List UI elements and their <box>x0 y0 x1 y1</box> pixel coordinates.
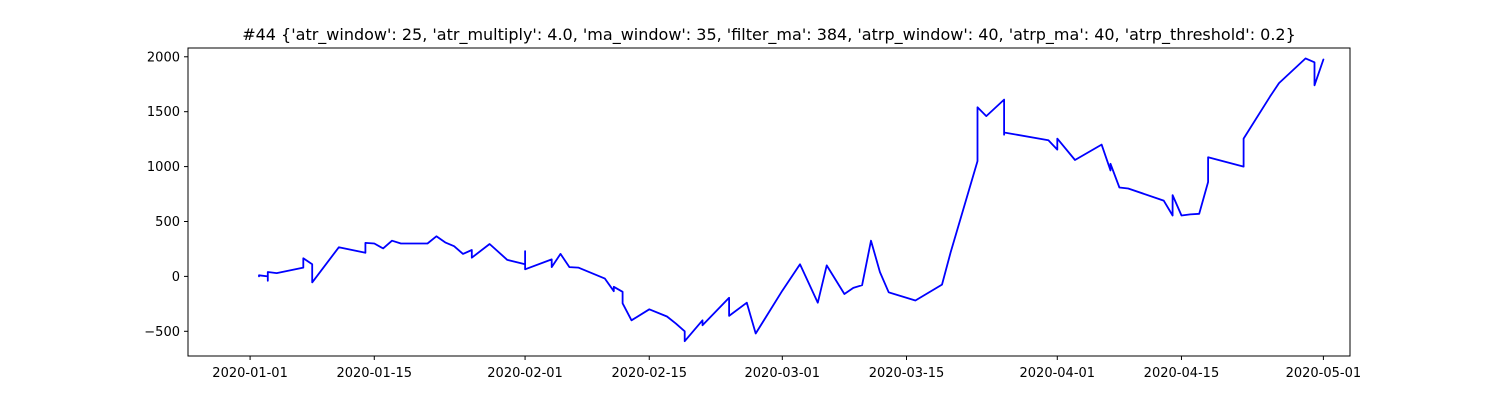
series-line <box>258 57 1325 343</box>
x-tick-label: 2020-02-15 <box>611 366 687 381</box>
y-tick-label: 1000 <box>147 160 180 175</box>
x-tick-label: 2020-04-01 <box>1020 366 1096 381</box>
x-tick-label: 2020-03-15 <box>869 366 945 381</box>
x-tick-label: 2020-05-01 <box>1286 366 1362 381</box>
y-axis: −500 0 500 1000 1500 2000 <box>144 50 188 340</box>
x-tick-label: 2020-01-15 <box>336 366 412 381</box>
x-tick-label: 2020-02-01 <box>487 366 563 381</box>
plot-frame <box>187 47 1351 357</box>
plot-series <box>258 57 1325 343</box>
y-tick-label: −500 <box>144 325 180 340</box>
y-tick-label: 0 <box>172 270 180 285</box>
y-tick-label: 1500 <box>147 105 180 120</box>
y-tick-label: 500 <box>155 215 180 230</box>
y-tick-label: 2000 <box>147 50 180 65</box>
x-tick-label: 2020-03-01 <box>745 366 821 381</box>
x-axis: 2020-01-01 2020-01-15 2020-02-01 2020-02-15… <box>212 356 1361 381</box>
x-tick-label: 2020-04-15 <box>1144 366 1220 381</box>
chart-title: #44 {'atr_window': 25, 'atr_multiply': 4… <box>242 25 1296 45</box>
x-tick-label: 2020-01-01 <box>212 366 288 381</box>
